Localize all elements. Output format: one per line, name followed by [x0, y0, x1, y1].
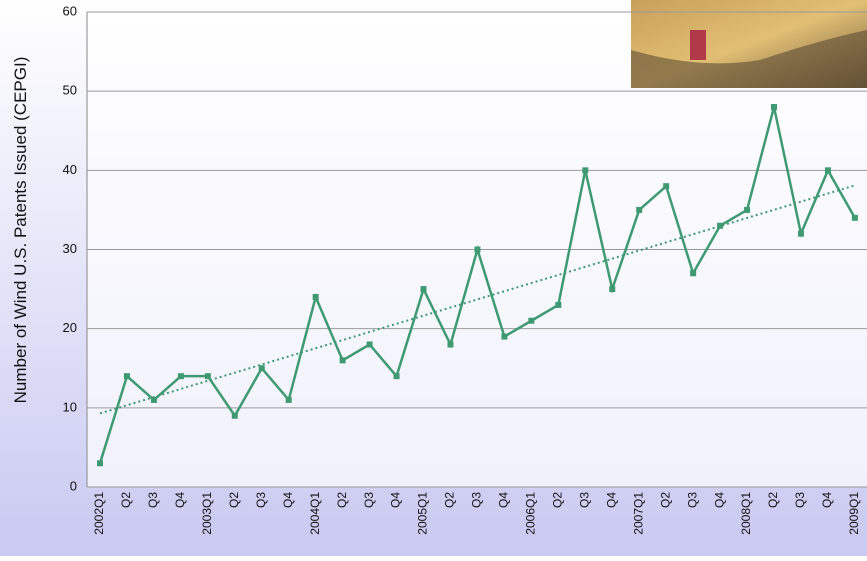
x-tick-label: Q3 [685, 492, 699, 508]
y-tick-label: 60 [63, 3, 77, 18]
x-tick-label: 2003Q1 [200, 492, 214, 535]
x-tick-label: Q3 [577, 492, 591, 508]
data-point [421, 286, 427, 292]
photo-figure [690, 30, 706, 60]
y-tick-label: 40 [63, 162, 77, 177]
x-tick-label: 2008Q1 [739, 492, 753, 535]
data-point [313, 294, 319, 300]
x-tick-label: Q2 [550, 492, 564, 508]
data-point [232, 413, 238, 419]
data-point [609, 286, 615, 292]
x-tick-label: Q4 [604, 492, 618, 508]
data-point [501, 334, 507, 340]
data-point [582, 167, 588, 173]
x-tick-label: 2009Q1 [847, 492, 861, 535]
y-axis-label: Number of Wind U.S. Patents Issued (CEPG… [11, 57, 30, 404]
data-point [367, 342, 373, 348]
x-tick-label: Q4 [389, 492, 403, 508]
data-point [555, 302, 561, 308]
data-point [447, 342, 453, 348]
chart: Number of Wind U.S. Patents Issued (CEPG… [0, 0, 867, 556]
x-tick-label: Q4 [173, 492, 187, 508]
x-tick-label: Q4 [497, 492, 511, 508]
x-tick-label: Q3 [146, 492, 160, 508]
data-point [178, 373, 184, 379]
x-tick-label: 2006Q1 [524, 492, 538, 535]
data-point [663, 183, 669, 189]
x-tick-label: Q2 [443, 492, 457, 508]
data-point [474, 247, 480, 253]
y-tick-label: 0 [70, 478, 77, 493]
y-tick-label: 10 [63, 399, 77, 414]
x-tick-label: Q3 [470, 492, 484, 508]
data-point [852, 215, 858, 221]
data-point [124, 373, 130, 379]
x-tick-label: Q2 [335, 492, 349, 508]
x-tick-label: Q2 [227, 492, 241, 508]
x-tick-label: 2005Q1 [416, 492, 430, 535]
x-tick-label: Q4 [820, 492, 834, 508]
data-point [744, 207, 750, 213]
data-point [528, 318, 534, 324]
data-point [340, 357, 346, 363]
x-tick-label: Q4 [281, 492, 295, 508]
data-point [717, 223, 723, 229]
x-tick-label: Q2 [766, 492, 780, 508]
data-point [825, 167, 831, 173]
y-tick-label: 50 [63, 83, 77, 98]
data-point [771, 104, 777, 110]
x-tick-label: Q4 [712, 492, 726, 508]
x-tick-label: 2007Q1 [631, 492, 645, 535]
x-tick-label: Q3 [362, 492, 376, 508]
x-tick-label: Q2 [119, 492, 133, 508]
photo [631, 0, 867, 88]
data-point [636, 207, 642, 213]
x-tick-label: 2004Q1 [308, 492, 322, 535]
x-tick-label: 2002Q1 [92, 492, 106, 535]
y-tick-label: 20 [63, 320, 77, 335]
x-tick-label: Q3 [793, 492, 807, 508]
data-point [394, 373, 400, 379]
data-point [205, 373, 211, 379]
data-point [151, 397, 157, 403]
x-tick-label: Q3 [254, 492, 268, 508]
data-point [286, 397, 292, 403]
data-point [798, 231, 804, 237]
data-point [97, 460, 103, 466]
data-point [259, 365, 265, 371]
y-tick-label: 30 [63, 241, 77, 256]
data-point [690, 270, 696, 276]
x-tick-label: Q2 [658, 492, 672, 508]
